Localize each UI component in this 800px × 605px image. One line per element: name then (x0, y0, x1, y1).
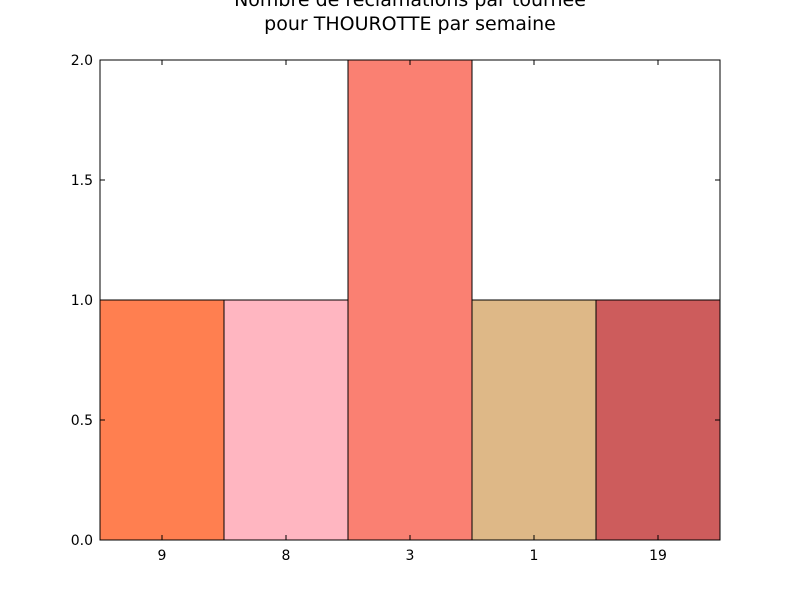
y-tick-label: 2.0 (71, 53, 93, 69)
bars (99, 59, 721, 541)
y-tick-label: 1.5 (71, 173, 93, 189)
bar-1 (471, 299, 597, 541)
x-tick-label: 3 (406, 548, 415, 564)
x-axis-ticks: 9 8 3 1 19 (158, 60, 667, 564)
y-axis-ticks: 0.0 0.5 1.0 1.5 2.0 (71, 53, 720, 549)
chart-title-line-1: Nombre de réclamations par tournée (234, 0, 586, 11)
x-tick-label: 9 (158, 548, 167, 564)
bar-9 (99, 299, 225, 541)
y-tick-label: 0.5 (71, 413, 93, 429)
bar-19 (595, 299, 721, 541)
x-tick-label: 1 (530, 548, 539, 564)
chart-title: Nombre de réclamations par tournée pour … (234, 0, 586, 35)
chart-title-line-2: pour THOUROTTE par semaine (264, 13, 556, 35)
x-tick-label: 19 (649, 548, 667, 564)
y-tick-label: 1.0 (71, 293, 93, 309)
bar-3 (347, 59, 473, 541)
y-tick-label: 0.0 (71, 533, 93, 549)
bar-8 (223, 299, 349, 541)
x-tick-label: 8 (282, 548, 291, 564)
